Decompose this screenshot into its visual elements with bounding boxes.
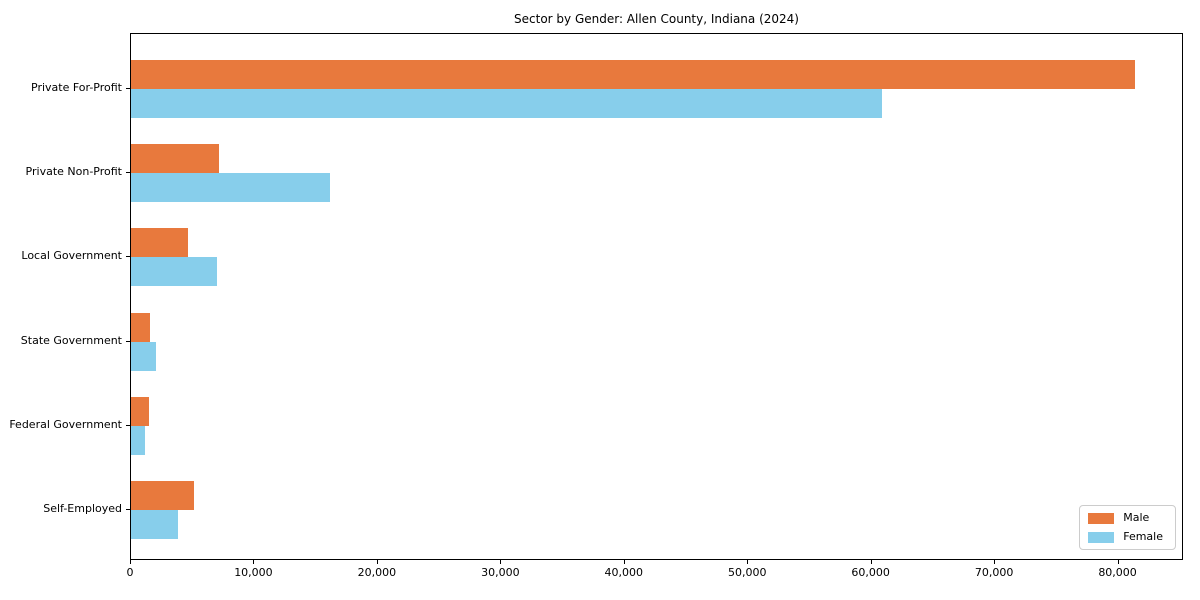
ytick-mark-local-government bbox=[126, 256, 130, 258]
xtick-mark-0 bbox=[130, 560, 131, 564]
xtick-mark-20000 bbox=[376, 560, 378, 564]
ytick-mark-federal-government bbox=[126, 424, 130, 426]
bar-female-private-for-profit bbox=[131, 89, 882, 118]
xtick-label-70000: 70,000 bbox=[974, 566, 1014, 579]
xtick-mark-40000 bbox=[623, 560, 625, 564]
xtick-mark-70000 bbox=[994, 560, 996, 564]
ytick-mark-private-for-profit bbox=[126, 88, 130, 89]
male-legend-label: Male bbox=[1123, 511, 1150, 524]
bar-male-private-for-profit bbox=[131, 60, 1135, 89]
ytick-label-state-government: State Government bbox=[20, 333, 122, 347]
bar-male-self-employed bbox=[131, 481, 194, 510]
xtick-mark-50000 bbox=[747, 560, 749, 564]
xtick-mark-80000 bbox=[1117, 560, 1119, 564]
bar-male-state-government bbox=[131, 312, 150, 342]
xtick-mark-60000 bbox=[870, 560, 872, 564]
ytick-mark-private-non-profit bbox=[126, 172, 130, 174]
xtick-label-30000: 30,000 bbox=[481, 566, 520, 579]
bar-male-private-non-profit bbox=[131, 144, 219, 174]
female-legend-label: Female bbox=[1123, 530, 1163, 543]
xtick-label-20000: 20,000 bbox=[357, 566, 397, 579]
xtick-label-0: 0 bbox=[126, 566, 134, 579]
xtick-mark-10000 bbox=[253, 560, 255, 564]
bar-female-private-non-profit bbox=[131, 173, 330, 203]
xtick-label-80000: 80,000 bbox=[1098, 566, 1137, 579]
ytick-label-private-for-profit: Private For-Profit bbox=[31, 81, 122, 94]
ytick-label-private-non-profit: Private Non-Profit bbox=[25, 165, 122, 179]
xtick-mark-30000 bbox=[500, 560, 502, 564]
ytick-label-self-employed: Self-Employed bbox=[43, 502, 122, 515]
male-legend-swatch bbox=[1088, 512, 1115, 524]
bar-female-state-government bbox=[131, 341, 156, 371]
female-legend-swatch bbox=[1088, 531, 1115, 543]
xtick-label-10000: 10,000 bbox=[234, 566, 273, 579]
legend: Male Female bbox=[1079, 505, 1176, 550]
bar-female-local-government bbox=[131, 257, 218, 287]
ytick-label-local-government: Local Government bbox=[21, 249, 122, 263]
xtick-label-40000: 40,000 bbox=[604, 566, 644, 579]
ytick-mark-state-government bbox=[126, 340, 130, 342]
legend-item-female: Female bbox=[1088, 531, 1163, 543]
bar-male-local-government bbox=[131, 228, 188, 258]
bar-male-federal-government bbox=[131, 396, 149, 426]
ytick-mark-self-employed bbox=[126, 509, 130, 510]
ytick-label-federal-government: Federal Government bbox=[9, 417, 122, 431]
xtick-label-60000: 60,000 bbox=[851, 566, 890, 579]
xtick-label-50000: 50,000 bbox=[727, 566, 767, 579]
bar-female-self-employed bbox=[131, 510, 178, 539]
plot-area: Male Female bbox=[130, 33, 1183, 560]
bar-female-federal-government bbox=[131, 425, 145, 455]
chart-title: Sector by Gender: Allen County, Indiana … bbox=[514, 12, 799, 26]
legend-item-male: Male bbox=[1088, 512, 1163, 524]
